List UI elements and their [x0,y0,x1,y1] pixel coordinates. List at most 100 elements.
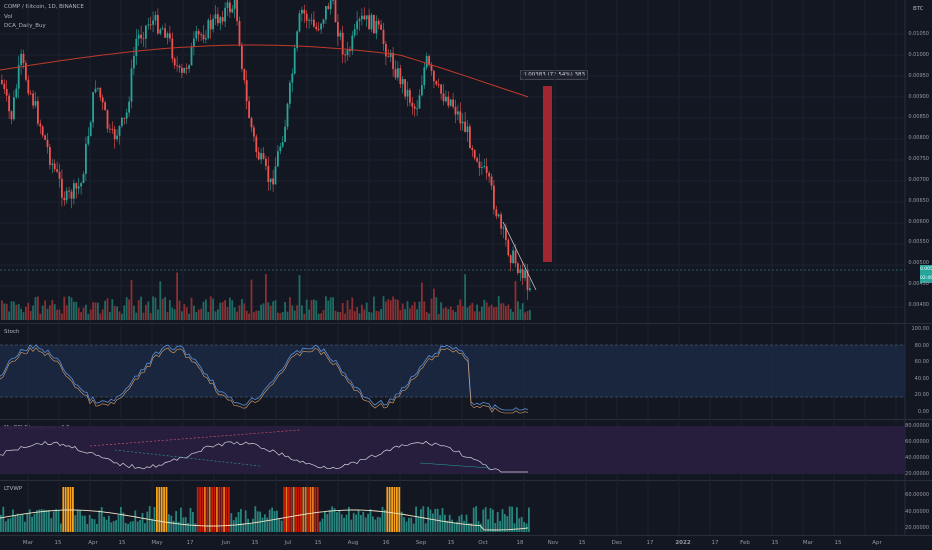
osc-bar [103,516,105,532]
candle-body [452,99,454,107]
candle-body [524,270,526,279]
pane-separator [0,323,932,324]
candle-body [130,68,133,102]
candle-body [104,102,106,111]
candle-body [221,17,224,22]
volume-bar [116,306,118,320]
osc-bar [40,509,43,532]
osc-bar [74,515,77,532]
candle-body [22,53,25,64]
osc-bar [480,523,482,532]
candle-body [238,20,241,46]
volume-bar [507,304,510,320]
candle-body [457,111,459,115]
osc-bar [192,511,194,532]
osc-bar [52,511,55,532]
osc-bar [268,509,271,532]
candle-body [3,83,6,89]
volume-bar [279,313,282,320]
volume-bar [272,301,274,320]
pane-separator [0,419,932,420]
osc-bar [319,521,321,532]
volume-bar [495,306,498,320]
osc-bar [482,509,485,532]
osc-bar [33,513,36,532]
volume-bar [274,300,277,320]
rsi-tick: 80.00000 [905,423,929,429]
osc-bar [516,507,518,532]
osc-bar [216,487,218,532]
candle-body [75,183,78,189]
candle-body [89,122,92,137]
price-tick: 0.00750 [908,156,929,163]
candle-body [437,84,440,86]
candle-body [507,239,510,256]
osc-bar [228,487,230,532]
candle-body [459,111,462,124]
candle-body [147,24,150,26]
volume-bar [394,298,397,320]
candle-body [461,121,464,124]
volume-bar [437,313,440,320]
price-tick: 0.00500 [908,260,929,267]
volume-bar [125,297,128,320]
candle-body [17,65,20,89]
candle-body [116,135,118,140]
volume-bar [89,309,92,320]
candle-body [466,126,469,133]
osc-bar [388,487,391,532]
volume-bar [485,302,488,320]
volume-bar [137,300,140,320]
volume-bar [308,309,310,320]
price-tick: 0.00900 [908,93,929,100]
osc-bar [199,487,201,532]
volume-bar [339,312,342,320]
volume-bar [421,282,423,320]
price-scale[interactable]: BTC [905,0,932,323]
volume-bar [399,309,402,320]
volume-bar [514,280,517,320]
volume-bar [190,297,193,320]
osc-bar [468,523,470,532]
volume-bar [277,312,279,320]
candle-body [442,93,445,102]
candle-body [46,139,49,148]
stoch-k-line [0,344,529,411]
osc-bar [177,521,180,532]
osc-bar [96,523,98,532]
osc-bar [369,509,372,532]
time-tick: Apr [872,540,882,546]
volume-bar [104,300,106,320]
volume-bar [442,308,445,320]
osc-bar [36,510,38,532]
osc-bar [276,510,278,532]
candle-body [118,126,121,136]
rsi-tick: 60.00000 [905,439,929,445]
volume-bar [82,307,85,320]
candle-body [481,166,483,168]
candle-body [101,97,104,103]
volume-bar [375,310,378,320]
candle-body [214,14,217,19]
candle-body [8,95,10,112]
osc-bar [132,521,134,532]
price-tick: 0.00800 [908,135,929,142]
candle-body [226,2,229,8]
candle-body [51,163,54,165]
candle-body [219,17,222,24]
trend-line [502,221,537,291]
rsi-tick: 20.00000 [905,471,929,477]
volume-bar [241,299,243,320]
volume-bar [183,304,186,320]
volume-bar [435,297,438,320]
volume-bar [267,302,270,320]
osc-bar [273,511,276,532]
osc-bar [374,519,377,532]
candle-body [53,163,56,170]
osc-bar [283,487,285,532]
osc-bar [496,512,499,532]
candle-body [10,111,13,120]
candle-body [411,102,414,107]
volume-bar [159,281,162,320]
